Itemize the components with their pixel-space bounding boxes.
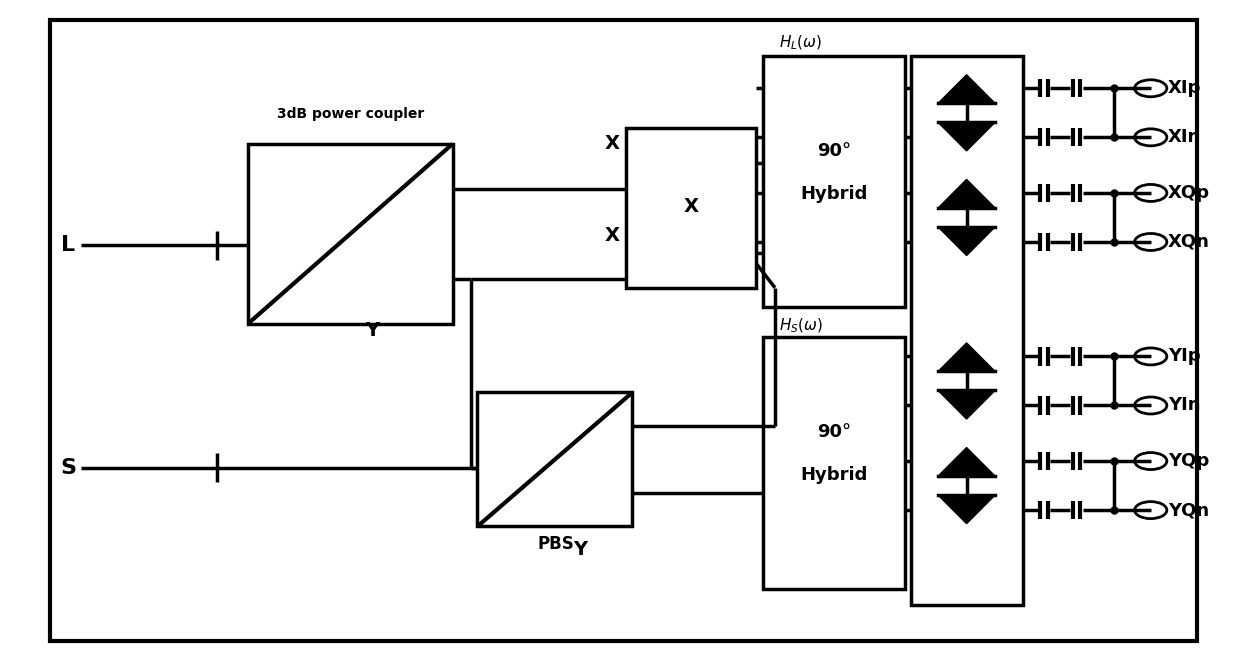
Text: XIn: XIn bbox=[1168, 128, 1202, 146]
Text: X: X bbox=[683, 196, 699, 216]
Bar bbox=[763, 337, 905, 589]
Text: YIn: YIn bbox=[1168, 396, 1200, 415]
Polygon shape bbox=[937, 390, 994, 419]
Bar bbox=[763, 56, 905, 307]
Polygon shape bbox=[937, 179, 994, 208]
Text: 90°: 90° bbox=[817, 424, 851, 441]
Text: S: S bbox=[61, 458, 77, 477]
Text: XQn: XQn bbox=[1168, 233, 1210, 251]
Polygon shape bbox=[937, 343, 994, 371]
Text: 90°: 90° bbox=[817, 143, 851, 160]
Text: $H_S(\omega)$: $H_S(\omega)$ bbox=[779, 317, 822, 335]
Text: Y: Y bbox=[365, 320, 379, 340]
Text: YQp: YQp bbox=[1168, 452, 1209, 470]
Text: X: X bbox=[605, 226, 620, 245]
Polygon shape bbox=[937, 75, 994, 103]
Bar bbox=[911, 56, 1023, 605]
Text: L: L bbox=[61, 235, 74, 255]
Text: 3dB power coupler: 3dB power coupler bbox=[277, 107, 424, 122]
Text: XQp: XQp bbox=[1168, 184, 1210, 202]
Bar bbox=[248, 144, 453, 324]
Text: PBS: PBS bbox=[537, 535, 574, 553]
Text: YQn: YQn bbox=[1168, 501, 1209, 519]
Polygon shape bbox=[937, 227, 994, 256]
Polygon shape bbox=[937, 495, 994, 524]
Bar bbox=[626, 128, 756, 288]
Text: Hybrid: Hybrid bbox=[800, 466, 868, 485]
Text: Hybrid: Hybrid bbox=[800, 185, 868, 203]
Text: Y: Y bbox=[573, 540, 588, 559]
Text: YIp: YIp bbox=[1168, 347, 1200, 366]
Polygon shape bbox=[937, 122, 994, 151]
Bar bbox=[477, 392, 632, 526]
Text: XIp: XIp bbox=[1168, 79, 1202, 97]
Polygon shape bbox=[937, 447, 994, 476]
Text: $H_L(\omega)$: $H_L(\omega)$ bbox=[779, 33, 822, 52]
Text: X: X bbox=[605, 134, 620, 154]
